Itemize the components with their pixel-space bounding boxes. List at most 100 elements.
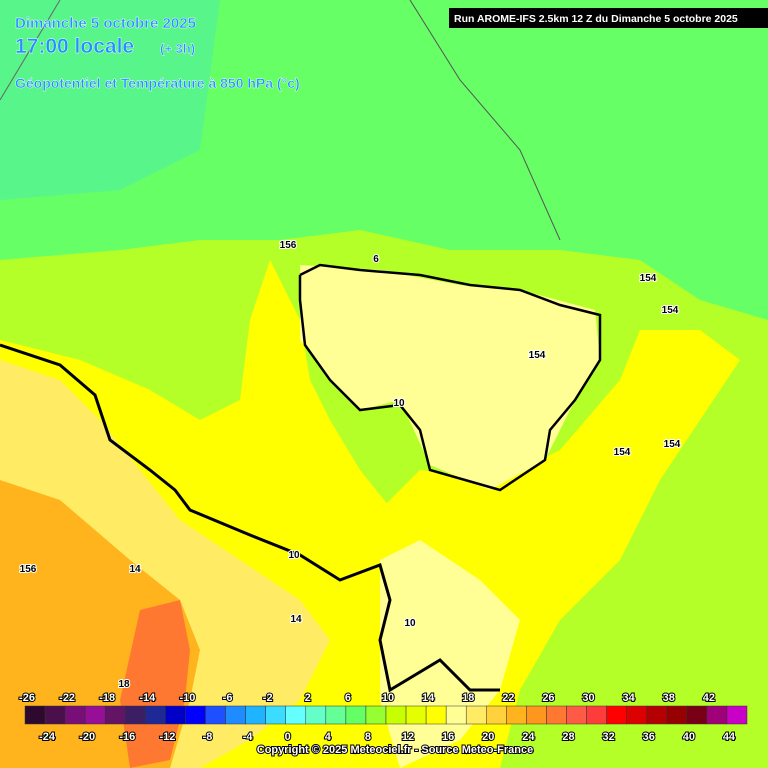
legend-label: 42 bbox=[703, 692, 715, 704]
contour-label: 10 bbox=[393, 398, 405, 409]
legend-swatch bbox=[325, 705, 347, 725]
legend-swatch bbox=[365, 705, 387, 725]
legend-label: 22 bbox=[502, 692, 514, 704]
legend-swatch bbox=[64, 705, 86, 725]
legend-label: 0 bbox=[285, 731, 291, 743]
legend-swatch bbox=[666, 705, 688, 725]
region bbox=[120, 600, 190, 768]
legend-swatch bbox=[225, 705, 246, 725]
legend-swatch bbox=[726, 705, 748, 725]
contour-label: 154 bbox=[640, 273, 657, 284]
legend-label: -26 bbox=[19, 692, 35, 704]
copyright: Copyright © 2025 Meteociel.fr - Source M… bbox=[257, 744, 533, 756]
legend-swatch bbox=[445, 705, 467, 725]
legend-swatch bbox=[486, 705, 507, 725]
thin-border bbox=[409, 0, 561, 241]
legend-swatch bbox=[405, 705, 427, 725]
run-label: Run AROME-IFS 2.5km 12 Z du Dimanche 5 o… bbox=[454, 13, 738, 25]
legend-label: 6 bbox=[345, 692, 351, 704]
contour-label: 10 bbox=[288, 550, 300, 561]
legend-label: 30 bbox=[582, 692, 594, 704]
date: Dimanche 5 octobre 2025 bbox=[15, 15, 196, 32]
legend-swatch bbox=[385, 705, 407, 725]
contour-label: 156 bbox=[20, 564, 37, 575]
legend-label: 12 bbox=[402, 731, 414, 743]
legend-label: 8 bbox=[365, 731, 371, 743]
legend-swatch bbox=[465, 705, 487, 725]
legend-swatch bbox=[606, 705, 627, 725]
thin-border bbox=[0, 0, 61, 101]
legend-swatch bbox=[265, 705, 286, 725]
legend-swatch bbox=[345, 705, 367, 725]
legend-label: 38 bbox=[663, 692, 675, 704]
legend-label: 40 bbox=[683, 731, 695, 743]
legend-swatch bbox=[586, 705, 607, 725]
legend-label: 2 bbox=[305, 692, 311, 704]
legend-swatch bbox=[205, 705, 226, 725]
contour-label: 154 bbox=[664, 439, 681, 450]
legend-label: -12 bbox=[159, 731, 175, 743]
offset: (+ 3h) bbox=[160, 41, 195, 56]
legend-label: -14 bbox=[139, 692, 156, 704]
legend-swatch bbox=[165, 705, 186, 725]
legend-label: 28 bbox=[562, 731, 574, 743]
contour-label: 14 bbox=[129, 564, 141, 575]
legend-swatch bbox=[24, 705, 46, 725]
legend-swatch bbox=[245, 705, 266, 725]
legend-label: -16 bbox=[119, 731, 135, 743]
legend-swatch bbox=[104, 705, 126, 725]
field: Géopotentiel et Température à 850 hPa (°… bbox=[15, 75, 300, 91]
time: 17:00 locale bbox=[15, 35, 134, 58]
contour-label: 154 bbox=[614, 447, 631, 458]
legend-swatch bbox=[646, 705, 668, 725]
legend-label: -24 bbox=[39, 731, 56, 743]
legend-label: 32 bbox=[602, 731, 614, 743]
legend-swatch bbox=[566, 705, 587, 725]
legend-label: -10 bbox=[179, 692, 195, 704]
legend-swatch bbox=[145, 705, 166, 725]
legend-label: 16 bbox=[442, 731, 454, 743]
legend-swatch bbox=[506, 705, 527, 725]
legend-label: -4 bbox=[243, 731, 254, 743]
legend-label: -22 bbox=[59, 692, 75, 704]
legend-swatch bbox=[125, 705, 146, 725]
contour-label: 18 bbox=[118, 679, 130, 690]
legend-swatch bbox=[44, 705, 66, 725]
legend-swatch bbox=[285, 705, 307, 725]
legend-label: 26 bbox=[542, 692, 554, 704]
legend-label: -6 bbox=[223, 692, 233, 704]
legend-label: 20 bbox=[482, 731, 494, 743]
contour-label: 14 bbox=[290, 614, 302, 625]
legend-label: 4 bbox=[325, 731, 332, 743]
border bbox=[0, 343, 500, 693]
legend-label: -18 bbox=[99, 692, 115, 704]
region bbox=[0, 0, 220, 200]
border bbox=[298, 263, 602, 492]
legend-swatch bbox=[686, 705, 708, 725]
legend-label: 44 bbox=[723, 731, 736, 743]
legend-swatch bbox=[84, 705, 106, 725]
legend-swatch bbox=[526, 705, 547, 725]
legend-swatch bbox=[425, 705, 447, 725]
contour-label: 6 bbox=[373, 254, 379, 265]
legend-label: 36 bbox=[643, 731, 655, 743]
region bbox=[300, 265, 600, 490]
run-box bbox=[449, 8, 768, 28]
legend-label: 34 bbox=[623, 692, 636, 704]
legend-label: 10 bbox=[382, 692, 394, 704]
legend: -26 -22 -18 -14 -10 -6 -2 2 6 10 14 18 22 26 30 34 38 42-… bbox=[18, 691, 748, 744]
legend-label: 14 bbox=[422, 692, 435, 704]
contour-label: 156 bbox=[280, 240, 297, 251]
legend-label: 18 bbox=[462, 692, 474, 704]
legend-label: 24 bbox=[522, 731, 535, 743]
legend-label: -2 bbox=[263, 692, 273, 704]
legend-swatch bbox=[185, 705, 206, 725]
legend-label: -20 bbox=[79, 731, 95, 743]
legend-swatch bbox=[546, 705, 567, 725]
legend-swatch bbox=[626, 705, 647, 725]
legend-swatch bbox=[706, 705, 728, 725]
contour-label: 154 bbox=[662, 305, 679, 316]
legend-label: -8 bbox=[203, 731, 213, 743]
contour-label: 10 bbox=[404, 618, 416, 629]
